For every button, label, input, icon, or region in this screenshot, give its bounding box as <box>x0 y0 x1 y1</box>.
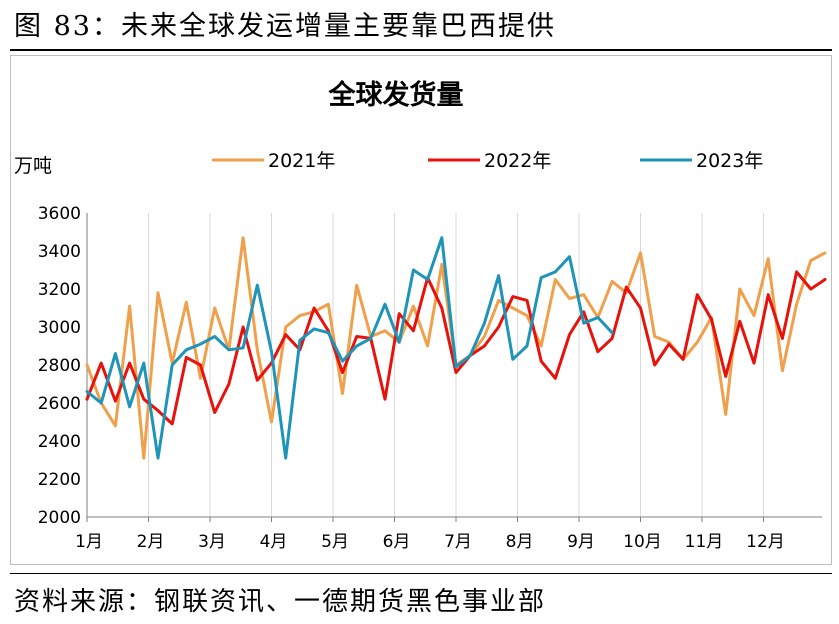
y-axis: 2000 2200 2400 2600 2800 3000 3200 3400 3600 <box>38 204 88 528</box>
source-rule <box>10 573 832 574</box>
y-axis-unit-label: 万吨 <box>14 155 52 177</box>
x-axis: 1月 2月 3月 4月 5月 6月 7月 8月 9月 10月 11月 12月 <box>75 516 822 552</box>
title-rule <box>10 49 832 51</box>
x-tick-label: 7月 <box>444 532 472 552</box>
chart-title: 全球发货量 <box>328 79 464 111</box>
legend-label: 2022年 <box>484 150 551 172</box>
figure-title: 图 83：未来全球发运增量主要靠巴西提供 <box>14 11 556 42</box>
y-tick-label: 3600 <box>38 204 81 224</box>
x-tick-label: 2月 <box>137 532 165 552</box>
y-tick-label: 2400 <box>38 432 81 452</box>
y-tick-label: 3400 <box>38 242 81 262</box>
y-tick-label: 2000 <box>38 508 81 528</box>
legend-label: 2021年 <box>268 150 335 172</box>
x-tick-label: 10月 <box>623 532 662 552</box>
x-tick-label: 6月 <box>383 532 411 552</box>
y-tick-label: 3000 <box>38 318 81 338</box>
y-tick-label: 2200 <box>38 470 81 490</box>
x-tick-label: 11月 <box>685 532 724 552</box>
y-tick-label: 2800 <box>38 356 81 376</box>
series-line-2023年 <box>85 236 614 460</box>
x-tick-label: 5月 <box>321 532 349 552</box>
x-tick-label: 3月 <box>198 532 226 552</box>
x-tick-label: 8月 <box>506 532 534 552</box>
gridlines <box>148 213 764 517</box>
x-tick-label: 12月 <box>746 532 785 552</box>
x-tick-label: 1月 <box>75 532 103 552</box>
series-line-2022年 <box>85 270 827 426</box>
y-tick-label: 2600 <box>38 394 81 414</box>
series-lines <box>85 236 827 460</box>
x-tick-label: 4月 <box>260 532 288 552</box>
y-tick-label: 3200 <box>38 280 81 300</box>
x-tick-label: 9月 <box>567 532 595 552</box>
legend: 2021年 2022年 2023年 <box>212 150 763 172</box>
source-note: 资料来源：钢联资讯、一德期货黑色事业部 <box>14 587 547 617</box>
legend-label: 2023年 <box>696 150 763 172</box>
